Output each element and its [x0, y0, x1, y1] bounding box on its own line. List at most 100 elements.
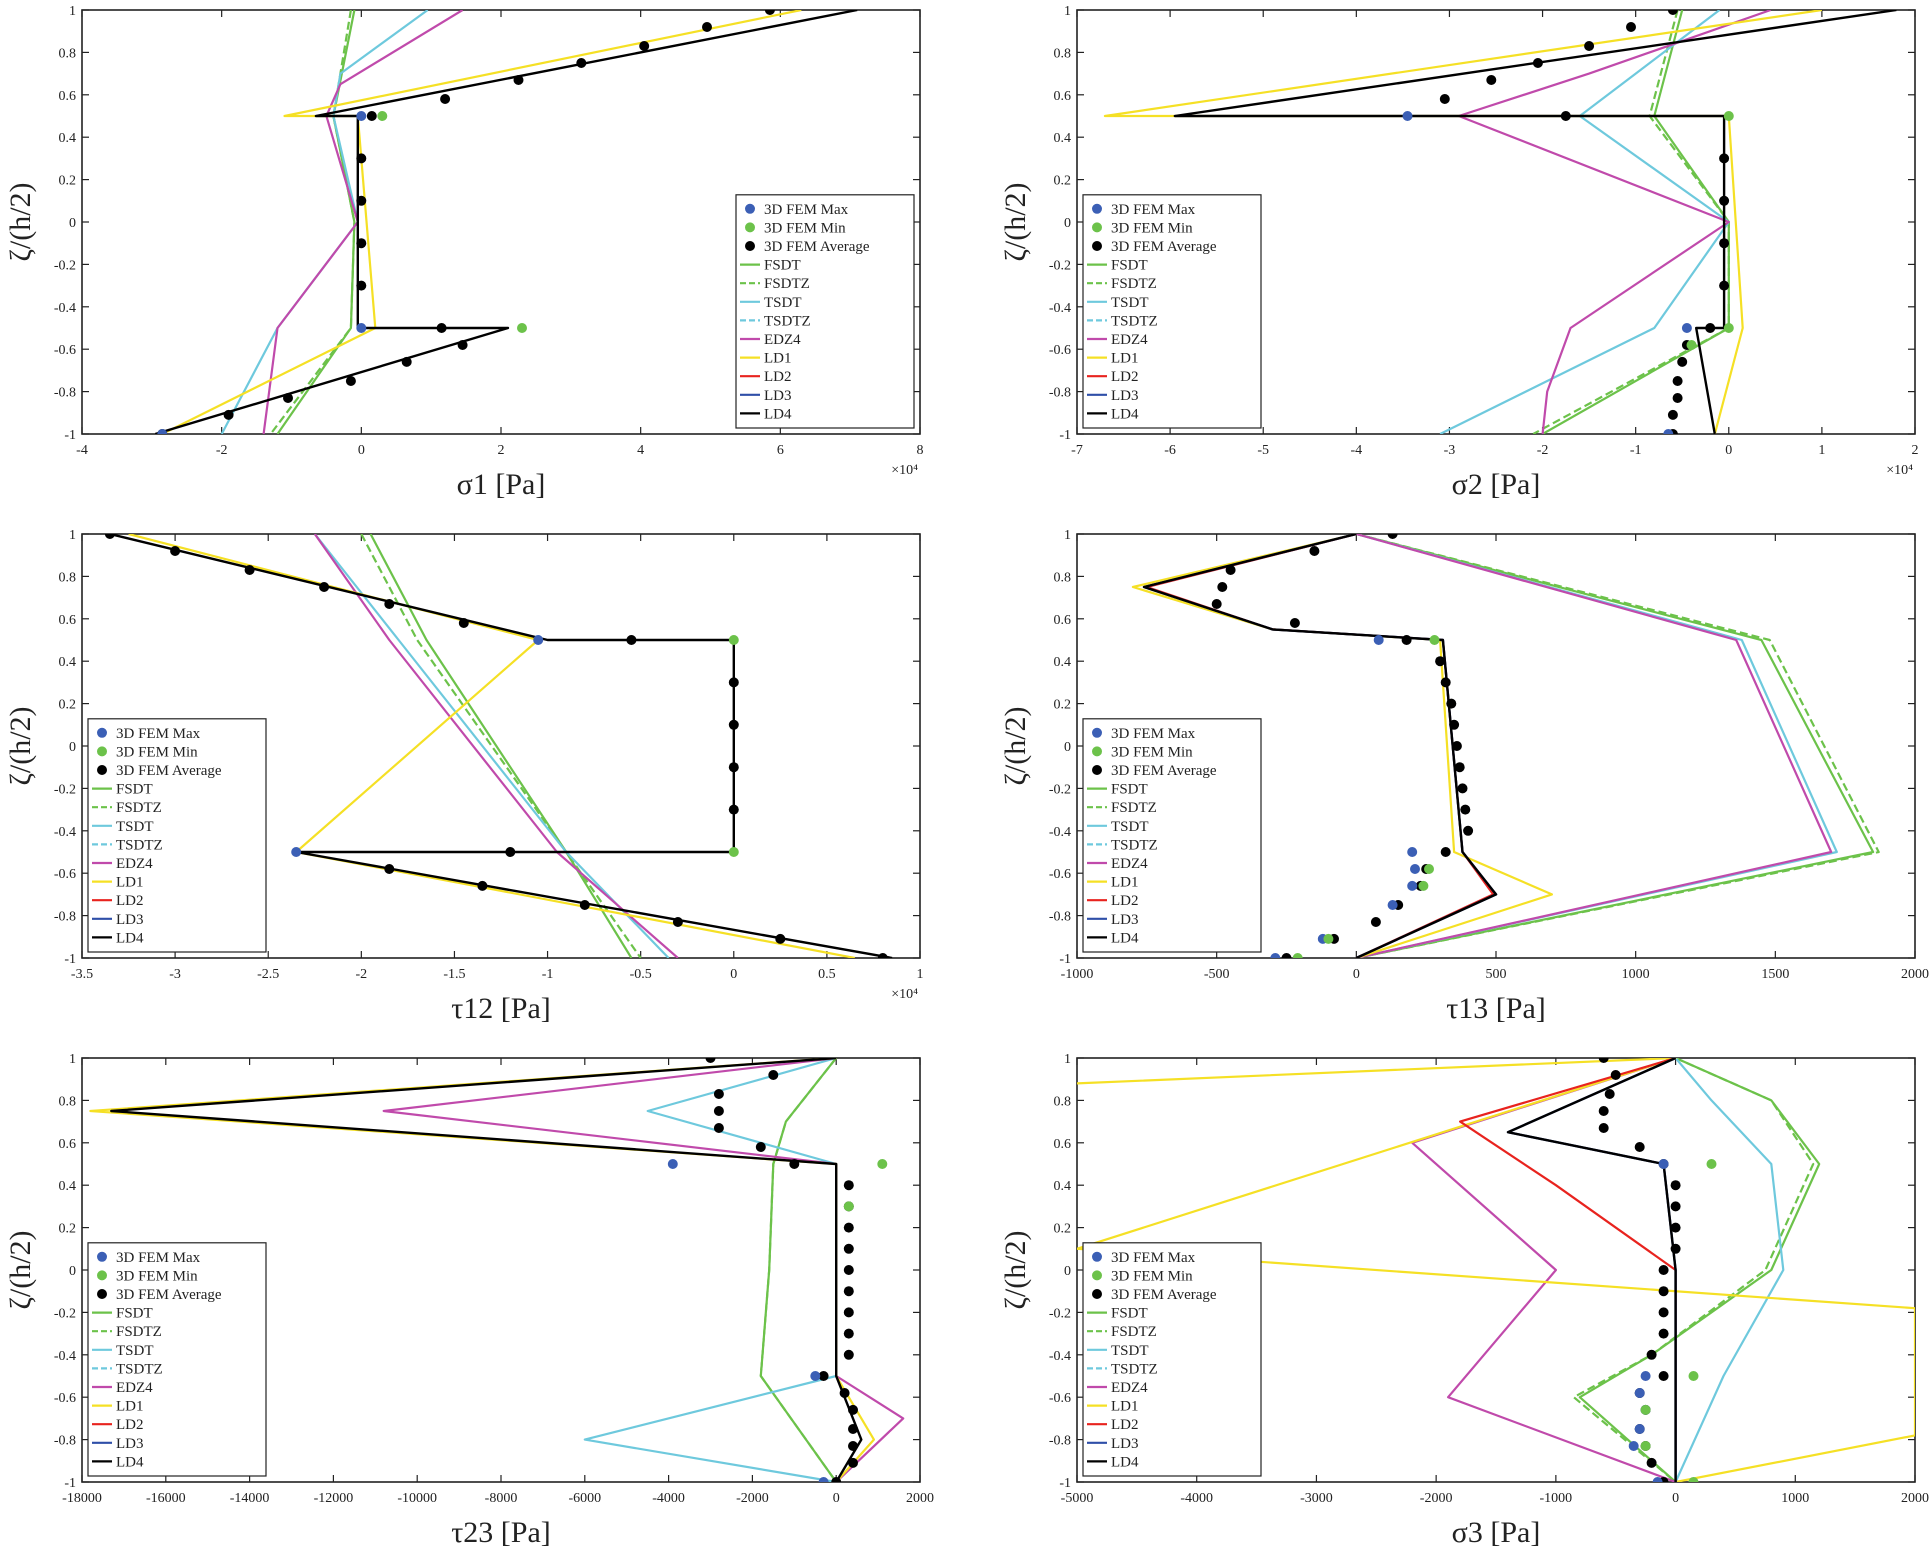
- data-point-3d-fem-average: [356, 238, 367, 249]
- data-point-3d-fem-average: [513, 75, 524, 85]
- y-tick-label: 0.4: [1054, 1179, 1072, 1194]
- data-point-3d-fem-average: [1719, 153, 1730, 164]
- x-axis-label: σ3 [Pa]: [1452, 1516, 1541, 1549]
- x-tick-label: -0.5: [630, 967, 652, 982]
- data-point-3d-fem-average: [789, 1159, 800, 1169]
- y-tick-label: 0.2: [59, 698, 77, 713]
- x-tick-label: 4: [637, 443, 644, 458]
- data-point-3d-fem-average: [505, 847, 516, 857]
- data-point-3d-fem-average: [1634, 1142, 1645, 1152]
- legend-item: 3D FEM Max: [1092, 202, 1196, 218]
- legend-item: LD4: [92, 930, 144, 946]
- legend-label: EDZ4: [116, 1380, 153, 1396]
- x-tick-label: -4000: [652, 1491, 685, 1506]
- data-point-3d-fem-average: [1454, 762, 1465, 773]
- y-tick-label: 1: [1064, 1052, 1071, 1067]
- data-point-3d-fem-average: [1440, 847, 1451, 857]
- legend-item: LD3: [1087, 1436, 1139, 1452]
- legend-label: 3D FEM Min: [116, 744, 198, 760]
- data-point-3d-fem-max: [1634, 1388, 1645, 1398]
- data-point-3d-fem-average: [848, 1424, 858, 1434]
- legend-label: EDZ4: [116, 856, 153, 872]
- data-point-3d-fem-average: [576, 58, 587, 68]
- legend-item: 3D FEM Average: [97, 763, 222, 779]
- data-point-3d-fem-average: [104, 534, 115, 539]
- legend-item: LD4: [92, 1454, 144, 1470]
- legend-item: TSDT: [92, 819, 154, 835]
- legend-item: EDZ4: [740, 332, 801, 348]
- data-point-3d-fem-max: [1652, 1477, 1663, 1482]
- legend-item: LD2: [1087, 1417, 1139, 1433]
- y-axis-label: ζ/(h/2): [999, 1230, 1032, 1309]
- data-point-3d-fem-average: [1446, 698, 1457, 709]
- y-tick-label: -0.2: [1049, 1306, 1071, 1321]
- x-tick-label: 2000: [906, 1491, 934, 1506]
- legend-item: FSDTZ: [1087, 800, 1157, 816]
- data-point-3d-fem-average: [713, 1106, 724, 1116]
- legend: 3D FEM Max 3D FEM Min 3D FEM Average FSDT FS…: [87, 1242, 267, 1477]
- legend-item: LD3: [1087, 912, 1139, 928]
- legend-label: FSDT: [1111, 1306, 1148, 1322]
- legend-item: LD4: [1087, 406, 1139, 422]
- plot-area: [154, 10, 858, 434]
- x-tick-label: -3000: [1300, 1491, 1333, 1506]
- legend-label: TSDT: [764, 295, 802, 311]
- data-point-3d-fem-min: [1723, 111, 1734, 121]
- panel-sigma2: 10.80.60.40.20-0.2-0.4-0.6-0.8-1-7 -6 -5 -4…: [999, 4, 1919, 501]
- legend-item: LD3: [92, 912, 144, 928]
- legend-item: LD1: [740, 351, 792, 367]
- data-point-3d-fem-max: [1681, 323, 1692, 333]
- legend-box: [1082, 718, 1262, 953]
- legend-label: FSDTZ: [1111, 276, 1157, 292]
- legend-item: 3D FEM Max: [1092, 726, 1196, 742]
- data-point-3d-fem-average: [1677, 356, 1688, 367]
- y-tick-label: 1: [69, 1052, 76, 1067]
- data-point-3d-fem-average: [843, 1222, 854, 1233]
- y-axis-label: ζ/(h/2): [4, 1230, 37, 1309]
- y-tick-label: -0.2: [54, 258, 76, 273]
- data-point-3d-fem-average: [223, 409, 234, 420]
- data-point-3d-fem-min: [1686, 340, 1697, 350]
- legend-item: 3D FEM Min: [745, 220, 846, 236]
- data-point-3d-fem-max: [157, 429, 168, 434]
- data-point-3d-fem-average: [877, 953, 888, 958]
- data-point-3d-fem-average: [1658, 1307, 1669, 1318]
- data-point-3d-fem-average: [713, 1123, 724, 1133]
- legend-label: 3D FEM Max: [1111, 726, 1196, 742]
- legend-box: [87, 1242, 267, 1477]
- legend-item: 3D FEM Max: [97, 726, 201, 742]
- legend-label: LD2: [1111, 1417, 1139, 1433]
- legend-label: LD4: [764, 406, 792, 422]
- legend-label: LD4: [1111, 930, 1139, 946]
- data-point-3d-fem-min: [1424, 864, 1434, 874]
- y-tick-label: -1: [64, 1476, 76, 1491]
- series-line-tsdt: [220, 10, 429, 434]
- data-point-3d-fem-average: [1460, 804, 1471, 815]
- data-point-3d-fem-average: [1604, 1089, 1615, 1099]
- x-tick-label: 6: [777, 443, 784, 458]
- series-line-ld4: [1142, 534, 1498, 958]
- y-tick-label: 0.8: [59, 1094, 77, 1109]
- legend-item: LD4: [1087, 930, 1139, 946]
- data-point-3d-fem-max: [810, 1371, 821, 1381]
- y-tick-label: 0.8: [59, 570, 77, 585]
- x-tick-label: -2000: [736, 1491, 769, 1506]
- x-tick-label: -6000: [568, 1491, 601, 1506]
- legend-label: TSDTZ: [1111, 837, 1158, 853]
- y-axis-label: ζ/(h/2): [4, 706, 37, 785]
- data-point-3d-fem-max: [1407, 847, 1418, 857]
- legend-item: LD3: [1087, 388, 1139, 404]
- data-point-3d-fem-average: [1584, 41, 1595, 51]
- legend-item: EDZ4: [1087, 856, 1148, 872]
- data-point-3d-fem-average: [1670, 1222, 1681, 1233]
- x-tick-label: 0: [358, 443, 365, 458]
- y-tick-label: 0.6: [1054, 1137, 1072, 1152]
- data-point-3d-fem-max: [356, 111, 367, 121]
- data-point-3d-fem-average: [728, 804, 739, 815]
- legend-item: 3D FEM Min: [97, 744, 198, 760]
- data-point-3d-fem-average: [440, 94, 451, 104]
- x-tick-label: -1000: [1540, 1491, 1573, 1506]
- y-tick-label: -0.4: [1049, 301, 1071, 316]
- data-point-3d-fem-max: [533, 635, 544, 645]
- legend-label: LD3: [116, 1436, 144, 1452]
